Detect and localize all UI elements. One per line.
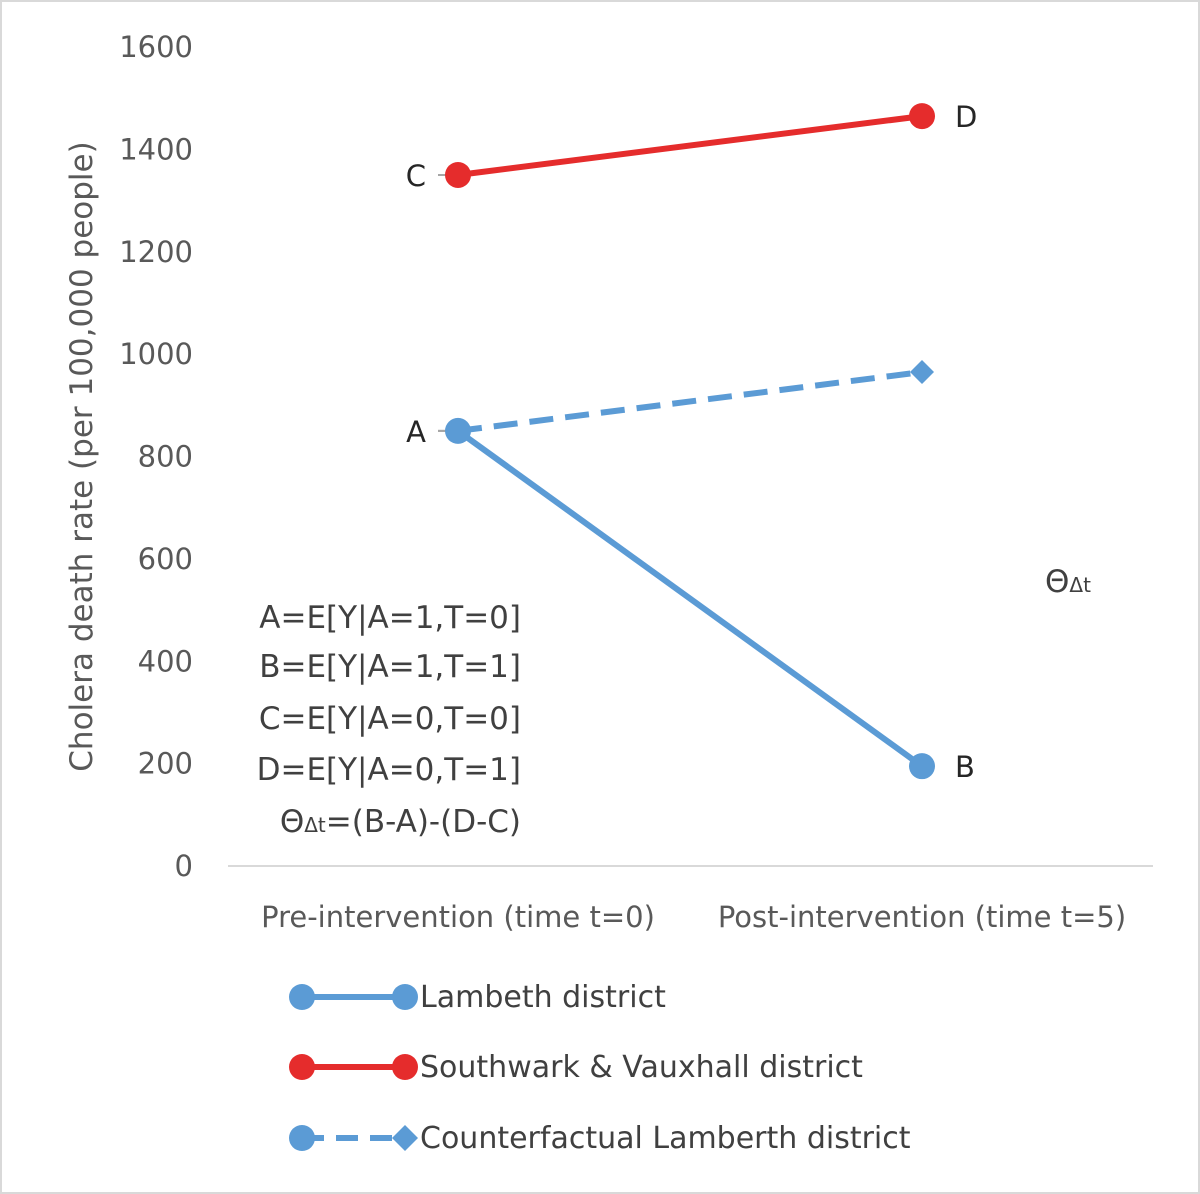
y-tick-label: 0 [175, 849, 193, 883]
formula-text: =(B-A)-(D-C) [326, 804, 521, 840]
y-tick-label: 400 [138, 644, 193, 678]
theta-symbol: Θ [1045, 564, 1069, 600]
y-tick-label: 1000 [119, 337, 193, 371]
formula-text: C=E[Y|A=0,T=0] [259, 701, 521, 737]
formula-text: A=E[Y|A=1,T=0] [259, 600, 521, 636]
theta-label: ΘΔt [1045, 564, 1091, 600]
formula-line: D=E[Y|A=0,T=1] [257, 752, 521, 788]
formula-theta-symbol: Θ [280, 804, 304, 840]
y-tick-label: 800 [138, 440, 193, 474]
formula-text: D=E[Y|A=0,T=1] [257, 752, 521, 788]
series-line [457, 369, 923, 434]
formula-line: C=E[Y|A=0,T=0] [259, 701, 521, 737]
legend-label: Southwark & Vauxhall district [420, 1050, 863, 1085]
point-label: D [955, 100, 977, 134]
data-point [445, 417, 471, 444]
y-tick-label: 200 [138, 747, 193, 781]
x-tick-label: Post-intervention (time t=5) [718, 900, 1126, 934]
y-tick-label: 1200 [119, 235, 193, 269]
legend-marker [392, 1054, 418, 1080]
legend-marker [289, 1054, 315, 1080]
legend-label: Lambeth district [420, 980, 666, 1015]
y-tick-label: 600 [138, 542, 193, 576]
x-tick-label: Pre-intervention (time t=0) [261, 900, 655, 934]
y-axis-title: Cholera death rate (per 100,000 people) [64, 141, 100, 771]
formula-text: B=E[Y|A=1,T=1] [259, 649, 521, 685]
theta-subscript: Δt [1069, 573, 1091, 597]
formula-line: ΘΔt=(B-A)-(D-C) [280, 804, 521, 840]
series-line [457, 113, 923, 178]
data-point [445, 161, 471, 188]
legend-label: Counterfactual Lamberth district [420, 1121, 911, 1156]
legend-marker [392, 1125, 418, 1151]
formula-line: A=E[Y|A=1,T=0] [259, 600, 521, 636]
y-tick-label: 1600 [119, 30, 193, 64]
formula-theta-subscript: Δt [304, 813, 326, 837]
formula-line: B=E[Y|A=1,T=1] [259, 649, 521, 685]
data-point [909, 753, 935, 780]
legend-marker [289, 1125, 315, 1151]
legend-marker [392, 984, 418, 1010]
legend-marker [289, 984, 315, 1010]
series-line [456, 428, 924, 769]
point-label: B [955, 750, 975, 784]
point-label: A [406, 415, 426, 449]
data-point [909, 103, 935, 130]
point-label: C [406, 159, 426, 193]
data-point [910, 360, 934, 385]
y-tick-label: 1400 [119, 132, 193, 166]
